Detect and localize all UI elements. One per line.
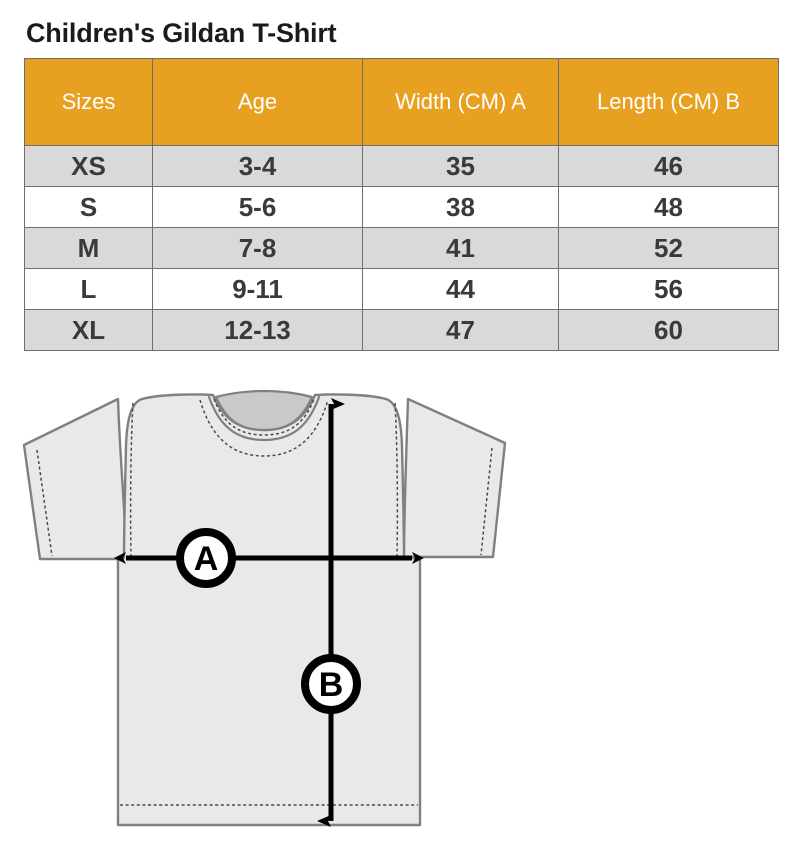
cell-width: 38 xyxy=(362,186,559,228)
cell-width: 44 xyxy=(362,268,559,310)
tshirt-body xyxy=(116,393,422,827)
table-row: M 7-8 41 52 xyxy=(24,227,779,269)
column-header-sizes: Sizes xyxy=(24,58,153,146)
cell-age: 3-4 xyxy=(152,145,363,187)
table-row: S 5-6 38 48 xyxy=(24,186,779,228)
cell-size: XL xyxy=(24,309,153,351)
cell-length: 56 xyxy=(558,268,779,310)
cell-age: 12-13 xyxy=(152,309,363,351)
cell-length: 52 xyxy=(558,227,779,269)
collar-outer-stitch-icon xyxy=(199,399,329,457)
table-row: L 9-11 44 56 xyxy=(24,268,779,310)
left-sleeve xyxy=(22,397,128,561)
collar-band xyxy=(207,395,321,442)
marker-b-label: B xyxy=(319,666,344,704)
cell-size: XS xyxy=(24,145,153,187)
table-row: XS 3-4 35 46 xyxy=(24,145,779,187)
right-sleeve xyxy=(402,397,507,559)
cell-size: S xyxy=(24,186,153,228)
page-title: Children's Gildan T-Shirt xyxy=(26,18,337,48)
measurement-b: B xyxy=(301,398,361,827)
cell-age: 5-6 xyxy=(152,186,363,228)
cell-width: 35 xyxy=(362,145,559,187)
column-header-age: Age xyxy=(152,58,363,146)
tshirt-silhouette xyxy=(22,389,507,827)
cell-width: 41 xyxy=(362,227,559,269)
collar-opening xyxy=(214,389,314,432)
marker-a-circle xyxy=(176,528,236,588)
right-armhole-stitch-icon xyxy=(394,402,399,559)
marker-a-label: A xyxy=(194,540,219,578)
cell-length: 48 xyxy=(558,186,779,228)
cell-size: L xyxy=(24,268,153,310)
cell-width: 47 xyxy=(362,309,559,351)
table-row: XL 12-13 47 60 xyxy=(24,309,779,351)
table-header-row: Sizes Age Width (CM) A Length (CM) B xyxy=(24,58,779,146)
cell-length: 60 xyxy=(558,309,779,351)
left-cuff-stitch-icon xyxy=(36,449,53,557)
size-chart-container: Sizes Age Width (CM) A Length (CM) B XS … xyxy=(24,58,779,351)
column-header-width: Width (CM) A xyxy=(362,58,559,146)
cell-length: 46 xyxy=(558,145,779,187)
cell-size: M xyxy=(24,227,153,269)
marker-b-circle xyxy=(301,654,361,714)
cell-age: 7-8 xyxy=(152,227,363,269)
measurement-a: A xyxy=(114,528,424,588)
cell-age: 9-11 xyxy=(152,268,363,310)
column-header-length: Length (CM) B xyxy=(558,58,779,146)
size-chart-table: Sizes Age Width (CM) A Length (CM) B XS … xyxy=(24,58,779,351)
tshirt-measurement-diagram: B A xyxy=(0,368,800,857)
left-armhole-stitch-icon xyxy=(129,402,134,559)
right-cuff-stitch-icon xyxy=(480,447,493,556)
